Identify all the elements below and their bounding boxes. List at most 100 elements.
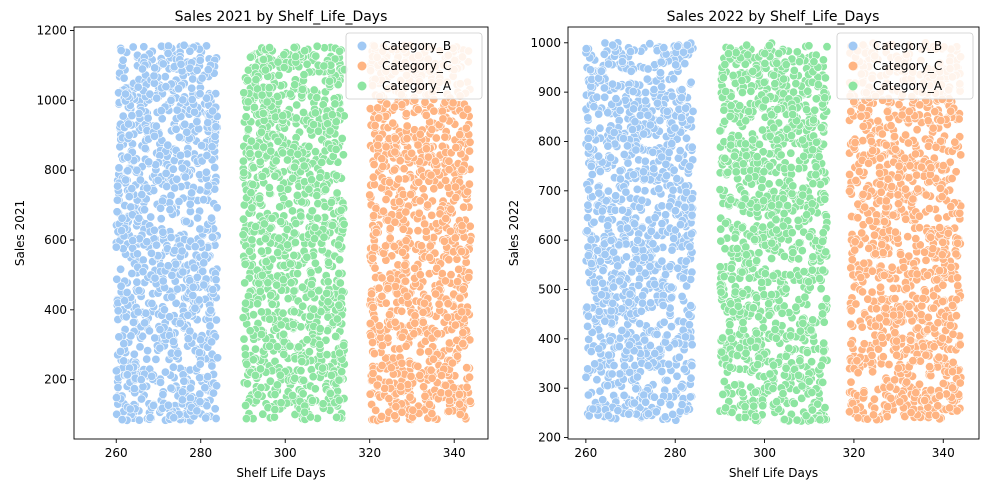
data-point xyxy=(600,92,610,102)
data-point xyxy=(199,258,209,268)
data-point xyxy=(611,94,621,104)
data-point xyxy=(617,325,627,335)
data-point xyxy=(241,298,251,308)
data-point xyxy=(436,370,446,380)
data-point xyxy=(242,379,252,389)
data-point xyxy=(332,314,342,324)
data-point xyxy=(390,317,400,327)
data-point xyxy=(275,202,285,212)
data-point xyxy=(641,96,651,106)
data-point xyxy=(335,46,345,56)
data-point xyxy=(614,341,624,351)
data-point xyxy=(128,236,138,246)
data-point xyxy=(171,259,181,269)
data-point xyxy=(136,375,146,385)
data-point xyxy=(660,270,670,280)
data-point xyxy=(454,389,464,399)
data-point xyxy=(117,226,127,236)
data-point xyxy=(611,191,621,201)
data-point xyxy=(658,300,668,310)
y-tick-label: 1200 xyxy=(36,23,67,37)
data-point xyxy=(669,165,679,175)
data-point xyxy=(419,298,429,308)
data-point xyxy=(129,384,139,394)
data-point xyxy=(418,317,428,327)
data-point xyxy=(114,163,124,173)
data-point xyxy=(413,361,423,371)
data-point xyxy=(455,399,465,409)
data-point xyxy=(141,308,151,318)
data-point xyxy=(177,395,187,405)
data-point xyxy=(440,132,450,142)
data-point xyxy=(674,352,684,362)
data-point xyxy=(443,299,453,309)
data-point xyxy=(439,236,449,246)
data-point xyxy=(685,161,695,171)
data-point xyxy=(582,302,592,312)
data-point xyxy=(195,359,205,369)
data-point xyxy=(643,409,653,419)
data-point xyxy=(583,251,593,261)
data-point xyxy=(687,340,697,350)
data-point xyxy=(143,113,153,123)
data-point xyxy=(296,322,306,332)
data-point xyxy=(390,133,400,143)
data-point xyxy=(462,382,472,392)
data-point xyxy=(459,202,469,212)
data-point xyxy=(654,184,664,194)
data-point xyxy=(595,123,605,133)
data-point xyxy=(257,171,267,181)
data-point xyxy=(304,184,314,194)
data-point xyxy=(142,237,152,247)
data-point xyxy=(168,164,178,174)
data-point xyxy=(398,224,408,234)
data-point xyxy=(368,302,378,312)
data-point xyxy=(402,134,412,144)
data-point xyxy=(605,336,615,346)
data-point xyxy=(155,343,165,353)
data-point xyxy=(687,361,697,371)
data-point xyxy=(457,247,467,257)
data-point xyxy=(190,303,200,313)
data-point xyxy=(367,289,377,299)
data-point xyxy=(201,413,211,423)
data-point xyxy=(389,165,399,175)
data-point xyxy=(270,112,280,122)
data-point xyxy=(464,146,474,156)
data-point xyxy=(686,274,696,284)
data-point xyxy=(178,267,188,277)
data-point xyxy=(402,121,412,131)
data-point xyxy=(114,332,124,342)
data-point xyxy=(124,119,134,129)
data-point xyxy=(430,156,440,166)
data-point xyxy=(194,295,204,305)
data-point xyxy=(266,290,276,300)
data-point xyxy=(137,394,147,404)
data-point xyxy=(265,376,275,386)
data-point xyxy=(174,197,184,207)
data-point xyxy=(137,190,147,200)
data-point xyxy=(312,41,322,51)
data-point xyxy=(123,152,133,162)
data-point xyxy=(664,359,674,369)
data-point xyxy=(172,284,182,294)
data-point xyxy=(378,162,388,172)
data-point xyxy=(721,87,731,97)
data-point xyxy=(238,156,248,166)
data-point xyxy=(377,273,387,283)
data-point xyxy=(627,125,637,135)
data-point xyxy=(151,121,161,131)
data-point xyxy=(192,406,202,416)
data-point xyxy=(258,409,268,419)
data-point xyxy=(606,153,616,163)
data-point xyxy=(619,390,629,400)
data-point xyxy=(124,192,134,202)
data-point xyxy=(661,210,671,220)
data-point xyxy=(243,97,253,107)
data-point xyxy=(392,289,402,299)
data-point xyxy=(336,205,346,215)
data-point xyxy=(199,195,209,205)
data-point xyxy=(401,236,411,246)
